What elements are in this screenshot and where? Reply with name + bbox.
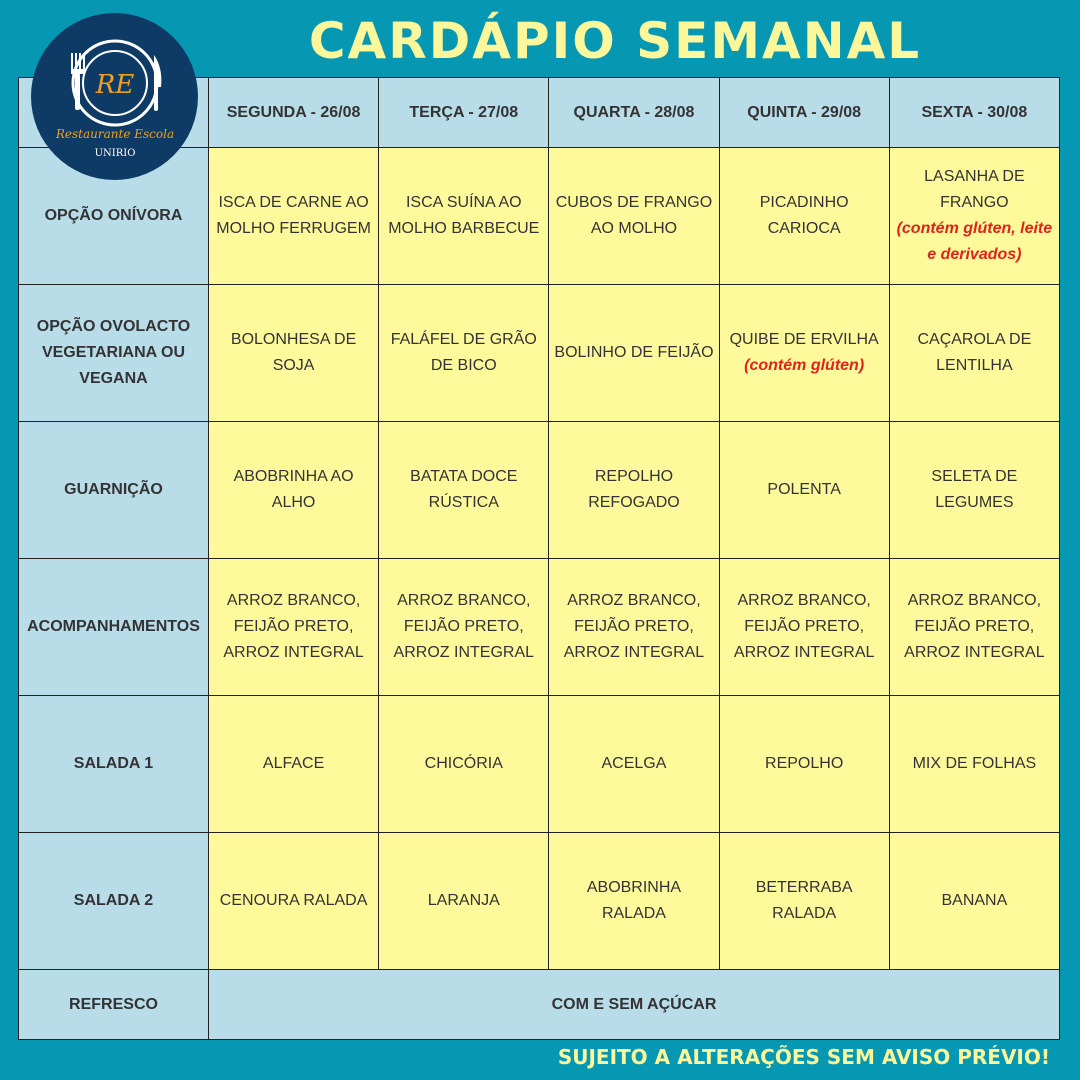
dish-name: ARROZ BRANCO, FEIJÃO PRETO, ARROZ INTEGR… bbox=[733, 592, 875, 661]
dish-name: BOLONHESA DE SOJA bbox=[230, 331, 357, 374]
menu-cell: ARROZ BRANCO, FEIJÃO PRETO, ARROZ INTEGR… bbox=[378, 558, 550, 696]
dish-name: FALÁFEL DE GRÃO DE BICO bbox=[390, 331, 537, 374]
disclaimer: SUJEITO A ALTERAÇÕES SEM AVISO PRÉVIO! bbox=[557, 1045, 1050, 1069]
logo-initials: RE bbox=[95, 70, 135, 100]
menu-cell: ALFACE bbox=[207, 695, 380, 833]
dish-name: LARANJA bbox=[427, 892, 500, 909]
dish-name: ISCA SUÍNA AO MOLHO BARBECUE bbox=[388, 194, 540, 237]
menu-cell: ABOBRINHA RALADA bbox=[548, 832, 720, 970]
row-label: OPÇÃO OVOLACTO VEGETARIANA OU VEGANA bbox=[18, 284, 209, 422]
menu-cell: FALÁFEL DE GRÃO DE BICO bbox=[378, 284, 550, 422]
dish-name: ARROZ BRANCO, FEIJÃO PRETO, ARROZ INTEGR… bbox=[393, 592, 535, 661]
menu-row: OPÇÃO ONÍVORA ISCA DE CARNE AO MOLHO FERR… bbox=[18, 147, 1061, 285]
dish-name: BETERRABA RALADA bbox=[755, 879, 853, 922]
restaurant-logo: RE Restaurante Escola UNIRIO bbox=[31, 13, 198, 180]
plate-cutlery-icon: RE Restaurante Escola UNIRIO bbox=[55, 39, 174, 159]
dish-name: QUIBE DE ERVILHA bbox=[729, 331, 879, 348]
day-header: QUINTA - 29/08 bbox=[718, 77, 890, 148]
menu-row: ACOMPANHAMENTOS ARROZ BRANCO, FEIJÃO PRET… bbox=[18, 558, 1061, 696]
menu-cell: CAÇAROLA DE LENTILHA bbox=[888, 284, 1061, 422]
menu-cell: CHICÓRIA bbox=[378, 695, 550, 833]
menu-cell: ARROZ BRANCO, FEIJÃO PRETO, ARROZ INTEGR… bbox=[718, 558, 890, 696]
menu-table: SEGUNDA - 26/08 TERÇA - 27/08 QUARTA - 2… bbox=[18, 77, 1061, 1040]
menu-row: SALADA 2 CENOURA RALADA LARANJA ABOBRINHA R… bbox=[18, 832, 1061, 970]
dish-name: MIX DE FOLHAS bbox=[912, 755, 1037, 772]
refresco-value: COM E SEM AÇÚCAR bbox=[208, 969, 1060, 1040]
menu-row: OPÇÃO OVOLACTO VEGETARIANA OU VEGANA BOLO… bbox=[18, 284, 1061, 422]
dish-name: ISCA DE CARNE AO MOLHO FERRUGEM bbox=[216, 194, 371, 237]
dish-name: ALFACE bbox=[262, 755, 325, 772]
row-label: SALADA 1 bbox=[18, 695, 209, 833]
menu-cell: CENOURA RALADA bbox=[207, 832, 380, 970]
menu-row: SALADA 1 ALFACE CHICÓRIA ACELGA REPOLHO MIX D… bbox=[18, 695, 1061, 833]
logo-org: UNIRIO bbox=[95, 148, 136, 159]
dish-name: ARROZ BRANCO, FEIJÃO PRETO, ARROZ INTEGR… bbox=[563, 592, 705, 661]
allergen-note: (contém glúten, leite e derivados) bbox=[896, 220, 1053, 263]
row-label: REFRESCO bbox=[18, 969, 209, 1040]
menu-cell: BETERRABA RALADA bbox=[718, 832, 890, 970]
dish-name: LASANHA DE FRANGO bbox=[924, 168, 1025, 211]
row-label: ACOMPANHAMENTOS bbox=[18, 558, 209, 696]
menu-cell: CUBOS DE FRANGO AO MOLHO bbox=[548, 147, 720, 285]
menu-row: GUARNIÇÃO ABOBRINHA AO ALHO BATATA DOCE RÚ… bbox=[18, 421, 1061, 559]
menu-cell: SELETA DE LEGUMES bbox=[888, 421, 1061, 559]
dish-name: REPOLHO REFOGADO bbox=[588, 468, 680, 511]
dish-name: ARROZ BRANCO, FEIJÃO PRETO, ARROZ INTEGR… bbox=[904, 592, 1045, 661]
day-header: TERÇA - 27/08 bbox=[378, 77, 550, 148]
menu-cell: BOLINHO DE FEIJÃO bbox=[548, 284, 720, 422]
dish-name: PICADINHO CARIOCA bbox=[759, 194, 849, 237]
dish-name: CAÇAROLA DE LENTILHA bbox=[917, 331, 1032, 374]
menu-cell: BATATA DOCE RÚSTICA bbox=[378, 421, 550, 559]
menu-cell: PICADINHO CARIOCA bbox=[718, 147, 890, 285]
dish-name: SELETA DE LEGUMES bbox=[931, 468, 1018, 511]
dish-name: POLENTA bbox=[767, 481, 841, 498]
menu-cell: ISCA DE CARNE AO MOLHO FERRUGEM bbox=[207, 147, 380, 285]
row-label: OPÇÃO ONÍVORA bbox=[18, 147, 209, 285]
row-label: SALADA 2 bbox=[18, 832, 209, 970]
menu-cell: LARANJA bbox=[378, 832, 550, 970]
menu-cell: ARROZ BRANCO, FEIJÃO PRETO, ARROZ INTEGR… bbox=[548, 558, 720, 696]
menu-cell: REPOLHO bbox=[718, 695, 890, 833]
menu-cell: QUIBE DE ERVILHA (contém glúten) bbox=[718, 284, 890, 422]
menu-cell: ARROZ BRANCO, FEIJÃO PRETO, ARROZ INTEGR… bbox=[888, 558, 1061, 696]
dish-name: CHICÓRIA bbox=[424, 755, 503, 772]
dish-name: CENOURA RALADA bbox=[219, 892, 368, 909]
dish-name: REPOLHO bbox=[765, 755, 844, 772]
page-title: CARDÁPIO SEMANAL bbox=[308, 12, 922, 70]
dish-name: ACELGA bbox=[601, 755, 667, 772]
menu-cell: BANANA bbox=[888, 832, 1061, 970]
menu-cell: ABOBRINHA AO ALHO bbox=[207, 421, 380, 559]
allergen-note: (contém glúten) bbox=[744, 357, 865, 374]
menu-cell: ACELGA bbox=[548, 695, 720, 833]
dish-name: ABOBRINHA RALADA bbox=[586, 879, 682, 922]
menu-cell: REPOLHO REFOGADO bbox=[548, 421, 720, 559]
day-header: SEXTA - 30/08 bbox=[888, 77, 1061, 148]
dish-name: BANANA bbox=[941, 892, 1008, 909]
menu-cell: POLENTA bbox=[718, 421, 890, 559]
day-header: QUARTA - 28/08 bbox=[548, 77, 720, 148]
refresco-row: REFRESCO COM E SEM AÇÚCAR bbox=[18, 969, 1060, 1040]
menu-cell: ARROZ BRANCO, FEIJÃO PRETO, ARROZ INTEGR… bbox=[207, 558, 380, 696]
dish-name: BOLINHO DE FEIJÃO bbox=[554, 344, 714, 361]
dish-name: ARROZ BRANCO, FEIJÃO PRETO, ARROZ INTEGR… bbox=[223, 592, 364, 661]
menu-cell: BOLONHESA DE SOJA bbox=[207, 284, 380, 422]
dish-name: BATATA DOCE RÚSTICA bbox=[410, 468, 518, 511]
dish-name: CUBOS DE FRANGO AO MOLHO bbox=[555, 194, 713, 237]
menu-cell: LASANHA DE FRANGO (contém glúten, leite e… bbox=[888, 147, 1061, 285]
day-header: SEGUNDA - 26/08 bbox=[207, 77, 380, 148]
logo-name: Restaurante Escola bbox=[55, 127, 174, 141]
dish-name: ABOBRINHA AO ALHO bbox=[233, 468, 354, 511]
menu-cell: MIX DE FOLHAS bbox=[888, 695, 1061, 833]
row-label: GUARNIÇÃO bbox=[18, 421, 209, 559]
menu-cell: ISCA SUÍNA AO MOLHO BARBECUE bbox=[378, 147, 550, 285]
